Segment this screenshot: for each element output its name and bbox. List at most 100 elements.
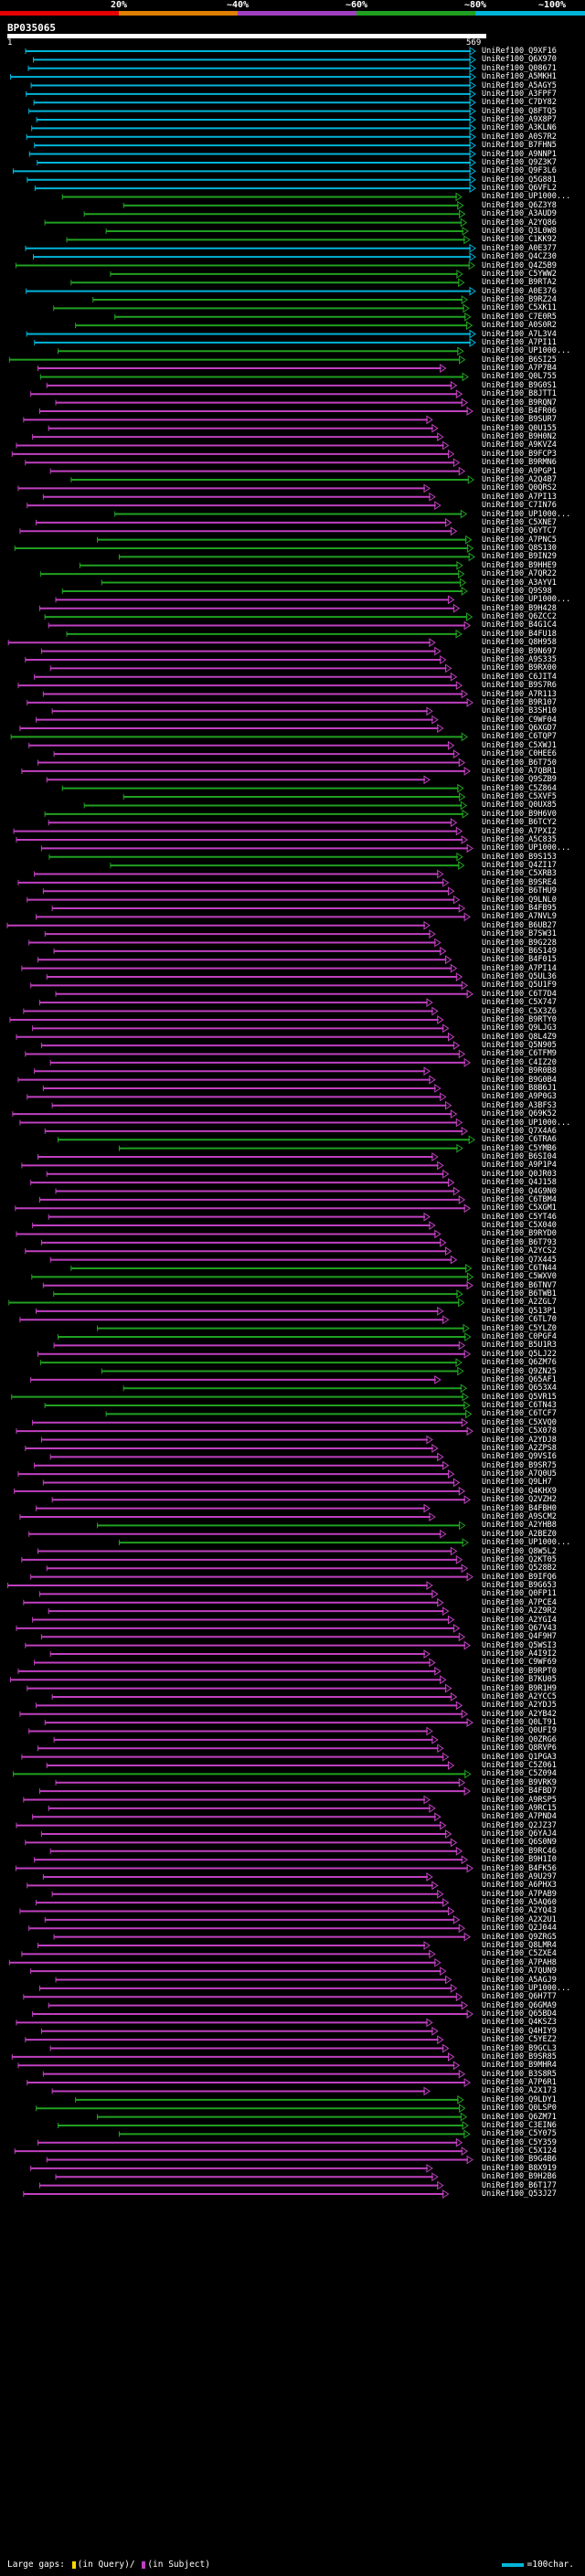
hit-label[interactable]: UniRef100_A9RSP5	[482, 1795, 557, 1805]
hit-label[interactable]: UniRef100_B3SH10	[482, 706, 557, 716]
hit-label[interactable]: UniRef100_A2ZGL7	[482, 1298, 557, 1308]
hit-label[interactable]: UniRef100_A7Q0U5	[482, 1469, 557, 1479]
hit-label[interactable]: UniRef100_C6TL70	[482, 1315, 557, 1325]
hit-label[interactable]: UniRef100_Q0ZRG6	[482, 1734, 557, 1744]
hit-label[interactable]: UniRef100_Q4KHX9	[482, 1486, 557, 1496]
hit-label[interactable]: UniRef100_A2YDJ5	[482, 1701, 557, 1711]
hit-label[interactable]: UniRef100_Q4ZI17	[482, 861, 557, 871]
hit-label[interactable]: UniRef100_Q7X4A6	[482, 1126, 557, 1136]
hit-label[interactable]: UniRef100_B9H0N2	[482, 432, 557, 442]
hit-label[interactable]: UniRef100_B9R1H9	[482, 1683, 557, 1693]
hit-label[interactable]: UniRef100_A7R113	[482, 689, 557, 699]
hit-label[interactable]: UniRef100_C5Z061	[482, 1761, 557, 1770]
hit-label[interactable]: UniRef100_A9P0G3	[482, 1092, 557, 1102]
hit-label[interactable]: UniRef100_B9RC46	[482, 1846, 557, 1856]
hit-label[interactable]: UniRef100_A0S0R2	[482, 321, 557, 331]
hit-label[interactable]: UniRef100_C6TBM4	[482, 1194, 557, 1204]
hit-label[interactable]: UniRef100_Q2KT05	[482, 1554, 557, 1564]
hit-label[interactable]: UniRef100_Q6ZCC2	[482, 612, 557, 622]
hit-label[interactable]: UniRef100_Q0FP11	[482, 1589, 557, 1599]
hit-label[interactable]: UniRef100_A9NNP1	[482, 149, 557, 159]
hit-label[interactable]: UniRef100_A2Q4B7	[482, 475, 557, 484]
hit-label[interactable]: UniRef100_B9RZ24	[482, 295, 557, 305]
hit-label[interactable]: UniRef100_Q8LMR4	[482, 1940, 557, 1950]
hit-label[interactable]: UniRef100_A2YCC5	[482, 1691, 557, 1701]
hit-label[interactable]: UniRef100_A3KLN6	[482, 123, 557, 133]
hit-label[interactable]: UniRef100_Q0JR03	[482, 1169, 557, 1179]
hit-label[interactable]: UniRef100_Q5LJ22	[482, 1349, 557, 1359]
hit-label[interactable]: UniRef100_UP1000...	[482, 509, 571, 519]
hit-label[interactable]: UniRef100_C5YEZ2	[482, 2035, 557, 2045]
hit-label[interactable]: UniRef100_B8B6J1	[482, 1083, 557, 1093]
hit-label[interactable]: UniRef100_C6TRA6	[482, 1135, 557, 1145]
hit-label[interactable]: UniRef100_B4FK56	[482, 1863, 557, 1873]
hit-label[interactable]: UniRef100_B7FHN5	[482, 141, 557, 151]
hit-label[interactable]: UniRef100_C5XVF5	[482, 792, 557, 802]
hit-label[interactable]: UniRef100_B9RX00	[482, 663, 557, 673]
hit-label[interactable]: UniRef100_A0E377	[482, 243, 557, 253]
hit-label[interactable]: UniRef100_C5XVQ0	[482, 1417, 557, 1427]
hit-label[interactable]: UniRef100_B6THU9	[482, 886, 557, 896]
hit-label[interactable]: UniRef100_B9RTY0	[482, 1014, 557, 1024]
hit-label[interactable]: UniRef100_UP1000...	[482, 595, 571, 605]
hit-label[interactable]: UniRef100_Q513P1	[482, 1306, 557, 1316]
hit-label[interactable]: UniRef100_Q6ZM76	[482, 1358, 557, 1368]
hit-label[interactable]: UniRef100_B7KU05	[482, 1675, 557, 1685]
hit-label[interactable]: UniRef100_B9H1I0	[482, 1855, 557, 1865]
hit-label[interactable]: UniRef100_Q6VFL2	[482, 184, 557, 194]
hit-label[interactable]: UniRef100_Q6XGD7	[482, 724, 557, 734]
hit-label[interactable]: UniRef100_Q9S98	[482, 586, 552, 596]
hit-label[interactable]: UniRef100_Q53J27	[482, 2189, 557, 2199]
hit-label[interactable]: UniRef100_B6SI25	[482, 355, 557, 365]
hit-label[interactable]: UniRef100_Q7X445	[482, 1255, 557, 1265]
hit-label[interactable]: UniRef100_Q65AF1	[482, 1374, 557, 1384]
hit-label[interactable]: UniRef100_Q6H7T7	[482, 1992, 557, 2002]
hit-label[interactable]: UniRef100_A0E376	[482, 286, 557, 296]
hit-label[interactable]: UniRef100_Q2JZ37	[482, 1820, 557, 1830]
hit-label[interactable]: UniRef100_B4FU18	[482, 629, 557, 639]
hit-label[interactable]: UniRef100_B9G4B6	[482, 2155, 557, 2165]
hit-label[interactable]: UniRef100_B8JTT1	[482, 389, 557, 399]
hit-label[interactable]: UniRef100_UP1000...	[482, 1118, 571, 1128]
hit-label[interactable]: UniRef100_UP1000...	[482, 192, 571, 202]
hit-label[interactable]: UniRef100_B4FB95	[482, 904, 557, 913]
hit-label[interactable]: UniRef100_Q6YTC7	[482, 526, 557, 536]
hit-label[interactable]: UniRef100_UP1000...	[482, 843, 571, 853]
hit-label[interactable]: UniRef100_A5MKH1	[482, 72, 557, 82]
hit-label[interactable]: UniRef100_A2YQ86	[482, 217, 557, 228]
hit-label[interactable]: UniRef100_B9SR85	[482, 2051, 557, 2062]
hit-label[interactable]: UniRef100_C0HEE6	[482, 749, 557, 759]
hit-label[interactable]: UniRef100_Q08671	[482, 63, 557, 73]
hit-label[interactable]: UniRef100_Q4HIY9	[482, 2026, 557, 2036]
hit-label[interactable]: UniRef100_A4I9I2	[482, 1649, 557, 1659]
hit-label[interactable]: UniRef100_Q9Z3K7	[482, 157, 557, 167]
hit-label[interactable]: UniRef100_C1KK92	[482, 235, 557, 245]
hit-label[interactable]: UniRef100_UP1000...	[482, 346, 571, 356]
hit-label[interactable]: UniRef100_A2ZPS8	[482, 1443, 557, 1453]
hit-label[interactable]: UniRef100_C5Y075	[482, 2129, 557, 2139]
hit-label[interactable]: UniRef100_B9N697	[482, 646, 557, 656]
hit-label[interactable]: UniRef100_Q5N905	[482, 1041, 557, 1051]
hit-label[interactable]: UniRef100_Q8FTQ5	[482, 106, 557, 116]
hit-label[interactable]: UniRef100_C7DY82	[482, 98, 557, 108]
hit-label[interactable]: UniRef100_B4FBH0	[482, 1503, 557, 1513]
hit-label[interactable]: UniRef100_C5YMB6	[482, 1143, 557, 1153]
hit-label[interactable]: UniRef100_Q69K52	[482, 1109, 557, 1119]
hit-label[interactable]: UniRef100_A6PHX3	[482, 1881, 557, 1891]
hit-label[interactable]: UniRef100_B9RYD0	[482, 1229, 557, 1239]
hit-label[interactable]: UniRef100_C6TFM9	[482, 1049, 557, 1059]
hit-label[interactable]: UniRef100_Q9VSI6	[482, 1452, 557, 1462]
hit-label[interactable]: UniRef100_A9X8P7	[482, 115, 557, 125]
hit-label[interactable]: UniRef100_C5YWW2	[482, 269, 557, 279]
hit-label[interactable]: UniRef100_B9SUR7	[482, 415, 557, 425]
hit-label[interactable]: UniRef100_Q0QRS2	[482, 483, 557, 493]
hit-label[interactable]: UniRef100_A2YQ43	[482, 1906, 557, 1916]
hit-label[interactable]: UniRef100_Q5VR15	[482, 1392, 557, 1402]
hit-label[interactable]: UniRef100_C4IZ20	[482, 1057, 557, 1067]
hit-label[interactable]: UniRef100_A7PAH8	[482, 1957, 557, 1967]
hit-label[interactable]: UniRef100_B9MHR4	[482, 2061, 557, 2071]
hit-label[interactable]: UniRef100_B9RPT0	[482, 1666, 557, 1676]
hit-label[interactable]: UniRef100_A2YDJ8	[482, 1435, 557, 1445]
hit-label[interactable]: UniRef100_A9P1P4	[482, 1161, 557, 1171]
hit-label[interactable]: UniRef100_Q9XF16	[482, 47, 557, 56]
